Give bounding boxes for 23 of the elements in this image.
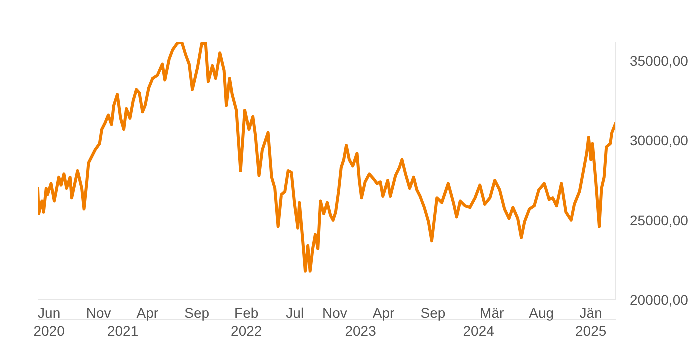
x2-tick-label: 2020	[34, 322, 66, 339]
x-tick-label: Sep	[420, 304, 446, 321]
line-series	[38, 42, 616, 273]
x-tick-label: Sep	[184, 304, 210, 321]
x-tick-label: Aug	[529, 304, 554, 321]
x-tick-label: Jul	[286, 304, 304, 321]
x-tick-label: Apr	[372, 304, 395, 321]
x-tick-label: Mär	[480, 304, 505, 321]
x-tick-label: Jun	[38, 304, 61, 321]
x2-tick-label: 2022	[231, 322, 262, 339]
x-tick-label: Jän	[580, 304, 602, 321]
x-tick-label: Nov	[86, 304, 112, 321]
y-tick-label: 25000,00	[630, 212, 689, 228]
x2-tick-label: 2021	[107, 322, 139, 339]
x-tick-label: Feb	[234, 304, 259, 321]
x2-tick-label: 2025	[576, 322, 607, 339]
x2-tick-label: 2023	[345, 322, 377, 339]
x-tick-label: Apr	[136, 304, 159, 321]
y-tick-label: 35000,00	[630, 53, 689, 70]
y-tick-label: 30000,00	[630, 132, 689, 149]
x-tick-label: Nov	[322, 304, 348, 321]
y-tick-label: 20000,00	[630, 292, 689, 308]
x2-tick-label: 2024	[463, 322, 495, 339]
